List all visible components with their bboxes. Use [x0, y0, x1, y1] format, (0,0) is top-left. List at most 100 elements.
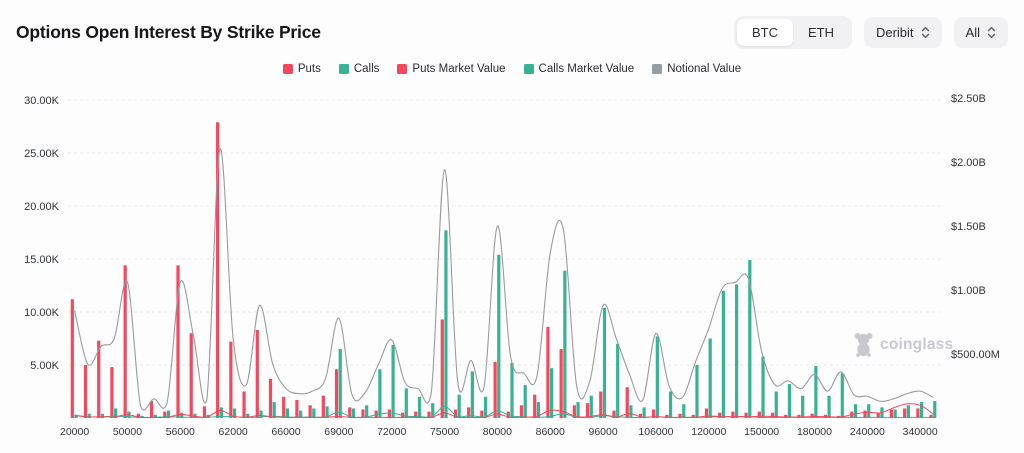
calls-bar[interactable] — [325, 406, 329, 418]
puts-bar[interactable] — [467, 407, 471, 418]
calls-bar[interactable] — [735, 284, 739, 418]
puts-bar[interactable] — [638, 413, 643, 418]
calls-bar[interactable] — [153, 414, 157, 418]
puts-bar[interactable] — [625, 387, 629, 418]
calls-bar[interactable] — [933, 401, 937, 418]
legend-item-notional-value[interactable]: Notional Value — [652, 63, 741, 75]
puts-bar[interactable] — [202, 406, 207, 418]
calls-bar[interactable] — [272, 402, 276, 418]
calls-bar[interactable] — [232, 408, 237, 418]
calls-bar[interactable] — [246, 413, 250, 418]
calls-bar[interactable] — [906, 405, 910, 418]
calls-bar[interactable] — [787, 384, 792, 418]
puts-bar[interactable] — [770, 412, 775, 418]
puts-bar[interactable] — [149, 401, 154, 418]
puts-bar[interactable] — [810, 413, 814, 418]
calls-bar[interactable] — [919, 402, 924, 418]
calls-bar[interactable] — [708, 338, 712, 419]
calls-bar[interactable] — [365, 405, 369, 418]
puts-bar[interactable] — [242, 391, 246, 419]
calls-bar[interactable] — [893, 409, 897, 418]
puts-bar[interactable] — [136, 413, 140, 418]
legend-item-puts[interactable]: Puts — [282, 63, 321, 75]
puts-bar[interactable] — [797, 414, 801, 418]
calls-bar[interactable] — [563, 270, 567, 418]
calls-bar[interactable] — [629, 405, 633, 418]
legend-item-calls-market-value[interactable]: Calls Market Value — [523, 63, 634, 75]
calls-bar[interactable] — [827, 395, 831, 418]
puts-bar[interactable] — [97, 340, 101, 418]
calls-bar[interactable] — [299, 410, 303, 418]
calls-bar[interactable] — [470, 371, 474, 418]
puts-bar[interactable] — [427, 411, 431, 418]
calls-bar[interactable] — [550, 368, 554, 418]
calls-bar[interactable] — [695, 365, 699, 418]
puts-bar[interactable] — [784, 414, 788, 418]
calls-bar[interactable] — [391, 344, 395, 418]
puts-bar[interactable] — [519, 405, 524, 418]
puts-bar[interactable] — [599, 391, 603, 419]
calls-bar[interactable] — [100, 413, 105, 418]
calls-bar[interactable] — [510, 362, 514, 418]
calls-bar[interactable] — [417, 396, 422, 418]
calls-bar[interactable] — [114, 408, 118, 418]
puts-bar[interactable] — [334, 369, 339, 418]
calls-bar[interactable] — [444, 230, 448, 418]
puts-bar[interactable] — [652, 409, 656, 418]
puts-bar[interactable] — [493, 361, 497, 418]
puts-bar[interactable] — [453, 409, 458, 418]
puts-bar[interactable] — [559, 349, 563, 418]
calls-bar[interactable] — [867, 404, 871, 418]
puts-bar[interactable] — [744, 412, 748, 418]
puts-bar[interactable] — [533, 394, 537, 418]
legend-item-calls[interactable]: Calls — [338, 63, 379, 75]
calls-bar[interactable] — [774, 391, 778, 419]
puts-bar[interactable] — [176, 265, 180, 418]
puts-bar[interactable] — [903, 408, 907, 418]
calls-bar[interactable] — [655, 336, 659, 418]
puts-bar[interactable] — [414, 411, 418, 418]
puts-bar[interactable] — [757, 411, 761, 418]
calls-bar[interactable] — [219, 407, 223, 418]
legend-item-puts-market-value[interactable]: Puts Market Value — [397, 63, 506, 75]
puts-bar[interactable] — [387, 409, 391, 418]
puts-bar[interactable] — [295, 399, 299, 418]
calls-bar[interactable] — [166, 410, 171, 418]
calls-bar[interactable] — [457, 394, 461, 418]
calls-bar[interactable] — [74, 414, 78, 418]
puts-bar[interactable] — [70, 299, 74, 418]
scope-select[interactable]: All — [953, 17, 1008, 48]
puts-bar[interactable] — [163, 411, 167, 418]
puts-bar[interactable] — [480, 410, 484, 418]
puts-bar[interactable] — [916, 408, 920, 418]
puts-market-value-line[interactable] — [74, 403, 934, 418]
calls-bar[interactable] — [431, 403, 435, 418]
calls-bar[interactable] — [285, 408, 289, 418]
puts-bar[interactable] — [863, 410, 867, 418]
calls-bar[interactable] — [682, 404, 686, 418]
puts-bar[interactable] — [731, 411, 735, 418]
puts-bar[interactable] — [229, 341, 233, 418]
puts-bar[interactable] — [282, 396, 286, 418]
puts-bar[interactable] — [440, 319, 444, 418]
calls-bar[interactable] — [259, 410, 263, 418]
puts-bar[interactable] — [123, 265, 127, 418]
calls-bar[interactable] — [853, 404, 858, 418]
puts-bar[interactable] — [268, 378, 273, 418]
puts-bar[interactable] — [361, 409, 365, 418]
calls-bar[interactable] — [721, 290, 725, 418]
puts-bar[interactable] — [321, 395, 325, 418]
calls-bar[interactable] — [589, 395, 593, 418]
calls-bar[interactable] — [801, 395, 805, 418]
calls-bar[interactable] — [180, 412, 184, 418]
puts-bar[interactable] — [189, 333, 193, 418]
puts-bar[interactable] — [110, 367, 114, 418]
puts-bar[interactable] — [678, 413, 682, 418]
calls-bar[interactable] — [312, 408, 316, 418]
calls-bar[interactable] — [497, 254, 501, 418]
puts-bar[interactable] — [83, 365, 88, 418]
calls-bar[interactable] — [483, 396, 488, 418]
btc-toggle-button[interactable]: BTC — [736, 19, 793, 46]
exchange-select[interactable]: Deribit — [863, 17, 942, 48]
calls-bar[interactable] — [536, 402, 541, 418]
